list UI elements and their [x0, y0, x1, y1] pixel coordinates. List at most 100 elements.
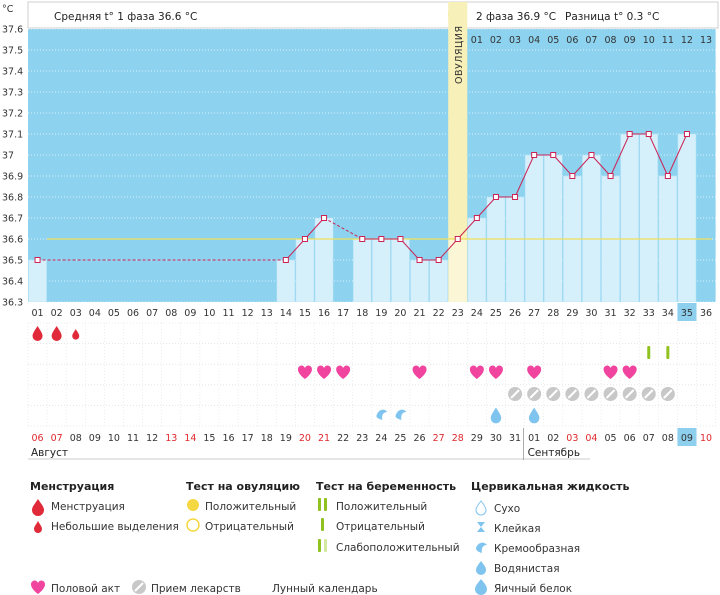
phase2-day-label: 02: [490, 35, 502, 46]
heavy-blood-drop-icon: [51, 326, 62, 342]
temp-bar: [314, 217, 334, 303]
calendar-date-label: 14: [184, 433, 196, 444]
intercourse-heart-icon: [336, 365, 351, 379]
medication-pill-stripe: [624, 389, 635, 399]
temp-point: [378, 236, 385, 242]
temp-bar: [486, 196, 506, 303]
y-tick-label: 37.6: [2, 25, 23, 36]
phase2-day-label: 12: [681, 35, 693, 46]
cycle-day-label: 31: [605, 308, 617, 319]
temp-bar: [429, 259, 448, 303]
pregnancy-test-positive-mark: [666, 346, 670, 359]
legend-fluid-sticky: Клейкая: [494, 523, 541, 535]
pregnancy-positive-icon-a: [318, 498, 321, 511]
cycle-day-label: 04: [89, 308, 101, 319]
ovulation-positive-icon: [187, 499, 199, 511]
phase2-day-label: 09: [624, 35, 636, 46]
calendar-date-label: 07: [51, 433, 63, 444]
cycle-day-label: 25: [490, 308, 502, 319]
calendar-date-label: 18: [261, 433, 273, 444]
legend-ovulation-negative: Отрицательный: [205, 521, 294, 533]
pregnancy-test-positive-mark: [647, 346, 651, 359]
cycle-day-label: 28: [547, 308, 559, 319]
intercourse-heart-icon: [30, 580, 46, 594]
temp-line-segment: [438, 238, 459, 261]
calendar-date-label: 15: [203, 433, 215, 444]
temp-point: [397, 236, 404, 242]
cycle-day-label: 36: [700, 308, 712, 319]
phase2-day-label: 05: [547, 35, 559, 46]
cycle-day-label: 21: [414, 308, 426, 319]
temp-bar: [467, 217, 487, 303]
cycle-day-label: 33: [643, 308, 655, 319]
cycle-day-label: 35: [681, 308, 693, 319]
calendar-date-label: 07: [643, 433, 655, 444]
legend-moon: Лунный календарь: [272, 583, 378, 595]
temp-point: [454, 236, 461, 242]
legend: Менструация Менструация Небольшие выделе…: [30, 480, 629, 595]
cycle-day-label: 15: [299, 308, 311, 319]
cycle-day-label: 06: [127, 308, 139, 319]
cycle-day-label: 12: [242, 308, 254, 319]
calendar-date-label: 21: [318, 433, 330, 444]
ovulation-column: [448, 2, 468, 302]
cycle-day-label: 14: [280, 308, 292, 319]
calendar-date-label: 06: [32, 433, 44, 444]
y-tick-label: 37.3: [2, 88, 23, 99]
calendar-date-label: 19: [280, 433, 292, 444]
intercourse-heart-icon: [297, 365, 312, 379]
temp-line-segment: [304, 217, 325, 240]
intercourse-heart-icon: [469, 365, 484, 379]
intercourse-heart-icon: [527, 365, 542, 379]
temp-point: [34, 257, 41, 263]
legend-fluid-title: Цервикальная жидкость: [471, 480, 629, 493]
cycle-day-label: 30: [585, 308, 597, 319]
temp-bar: [639, 133, 659, 303]
legend-pregnancy-positive: Положительный: [336, 501, 427, 513]
y-tick-label: 37: [2, 151, 14, 162]
temp-bar: [505, 196, 525, 303]
legend-ovulation-test-title: Тест на овуляцию: [186, 480, 300, 493]
fluid-creamy-icon: [376, 409, 388, 420]
y-tick-label: 36.8: [2, 193, 23, 204]
calendar-date-label: 11: [127, 433, 139, 444]
pregnancy-weak-icon-b: [324, 539, 327, 552]
temp-point: [626, 131, 633, 137]
intercourse-heart-icon: [603, 365, 618, 379]
temp-bar: [391, 238, 410, 303]
current-day-highlight: [677, 303, 697, 321]
temp-line-segment: [571, 154, 592, 177]
temp-bar: [410, 259, 429, 303]
temp-bar: [582, 154, 601, 303]
medication-pill-stripe: [605, 389, 616, 399]
cycle-day-label: 08: [165, 308, 177, 319]
temp-bar: [276, 259, 296, 303]
temp-point: [512, 194, 519, 200]
y-tick-label: 37.1: [2, 130, 23, 141]
temp-bar: [677, 133, 697, 303]
cycle-day-label: 17: [337, 308, 349, 319]
legend-fluid-watery: Водянистая: [494, 563, 560, 575]
calendar-date-label: 27: [433, 433, 445, 444]
calendar-date-label: 10: [700, 433, 712, 444]
temperature-difference: Разница t° 0.3 °C: [565, 11, 659, 23]
calendar-date-label: 17: [242, 433, 254, 444]
medication-pill-stripe: [548, 389, 558, 399]
fluid-eggwhite-icon: [475, 579, 487, 595]
y-tick-label: 36.5: [2, 256, 23, 267]
legend-fluid-creamy: Кремообразная: [494, 543, 580, 555]
month2-label: Сентябрь: [528, 447, 580, 459]
temp-line-segment: [610, 133, 631, 177]
legend-pregnancy-negative: Отрицательный: [336, 521, 425, 533]
medication-pill-stripe: [134, 582, 144, 592]
cycle-day-label: 10: [203, 308, 215, 319]
fluid-eggwhite-icon: [528, 407, 540, 424]
temp-point: [645, 131, 652, 137]
temp-point: [550, 152, 557, 158]
cycle-day-label: 34: [662, 308, 674, 319]
y-tick-label: 36.4: [2, 277, 23, 288]
calendar-date-label: 10: [108, 433, 120, 444]
calendar-date-label: 26: [414, 433, 426, 444]
cycle-day-label: 07: [146, 308, 158, 319]
y-tick-label: 36.9: [2, 172, 23, 183]
